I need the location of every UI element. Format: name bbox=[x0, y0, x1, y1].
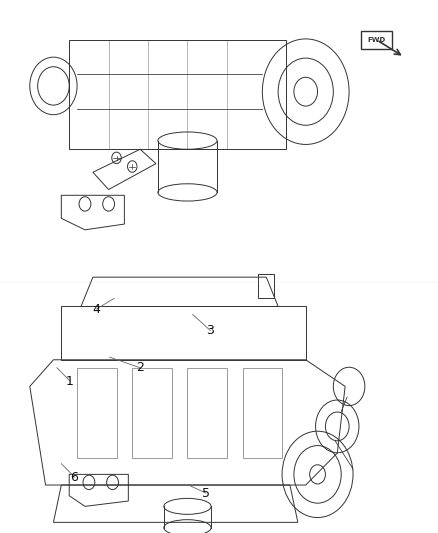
Text: 2: 2 bbox=[136, 361, 144, 374]
Text: 4: 4 bbox=[92, 303, 100, 316]
Bar bbox=[132, 368, 172, 458]
Bar bbox=[243, 368, 282, 458]
Text: 5: 5 bbox=[202, 487, 210, 499]
Text: 6: 6 bbox=[71, 471, 78, 483]
Bar bbox=[69, 40, 286, 149]
Bar bbox=[77, 368, 117, 458]
Text: FWD: FWD bbox=[367, 37, 386, 43]
Text: 1: 1 bbox=[66, 375, 74, 387]
Text: 3: 3 bbox=[206, 324, 214, 337]
Bar bbox=[187, 368, 227, 458]
Bar bbox=[258, 274, 274, 298]
